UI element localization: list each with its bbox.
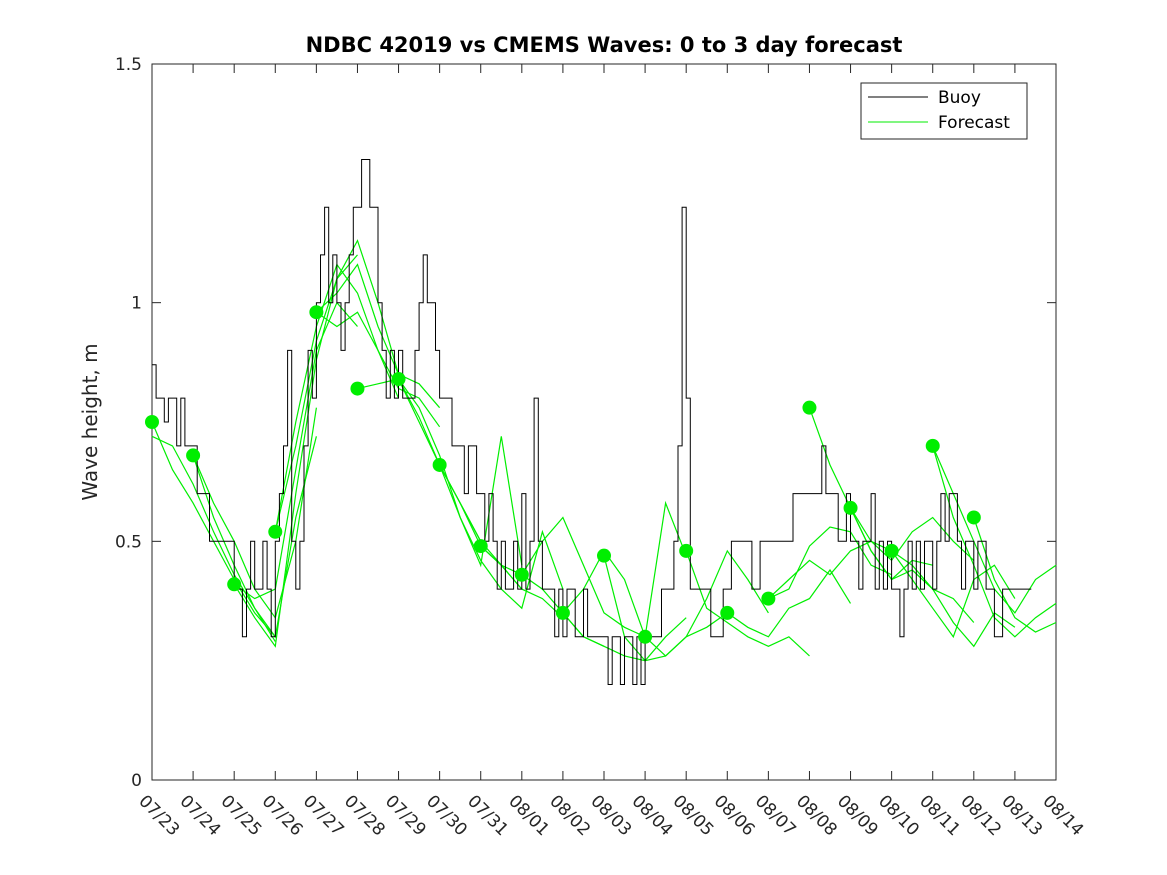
x-tick-label: 07/27 — [299, 791, 348, 840]
legend-forecast-label: Forecast — [938, 113, 1010, 133]
forecast-initial-point — [514, 567, 529, 582]
forecast-line — [644, 549, 769, 657]
x-tick-label: 07/29 — [381, 791, 430, 840]
x-tick-label: 07/28 — [340, 791, 389, 840]
y-tick-label: 1.5 — [115, 55, 142, 75]
plot-area — [151, 63, 1057, 781]
forecast-initial-point — [350, 381, 365, 396]
forecast-initial-point — [186, 448, 201, 463]
x-tick-label: 08/13 — [997, 791, 1046, 840]
forecast-initial-point — [925, 438, 940, 453]
forecast-initial-point — [843, 500, 858, 515]
forecast-initial-point — [391, 372, 406, 387]
forecast-initial-point — [145, 415, 159, 429]
legend-buoy-label: Buoy — [938, 88, 981, 108]
forecast-initial-point — [679, 543, 694, 558]
x-tick-label: 08/04 — [628, 791, 677, 840]
forecast-line — [973, 517, 1057, 633]
forecast-line — [685, 550, 810, 657]
forecast-initial-point — [227, 577, 242, 592]
x-tick-label: 07/26 — [258, 791, 307, 840]
forecast-initial-point — [761, 591, 776, 606]
y-axis-label: Wave height, m — [78, 343, 102, 500]
x-tick-label: 08/08 — [792, 791, 841, 840]
forecast-initial-point — [309, 305, 324, 320]
x-tick-label: 07/31 — [463, 791, 512, 840]
forecast-initial-point — [966, 510, 981, 525]
forecast-initial-point — [432, 457, 447, 472]
forecast-line — [316, 311, 441, 428]
x-tick-label: 07/24 — [176, 791, 225, 840]
y-tick-label: 1 — [131, 294, 142, 314]
forecast-initial-point — [597, 548, 611, 563]
legend: Buoy Forecast — [860, 82, 1028, 140]
y-tick-label: 0 — [131, 771, 142, 791]
x-tick-label: 07/30 — [422, 791, 471, 840]
forecast-initial-point — [884, 543, 899, 558]
forecast-initial-point — [473, 539, 488, 554]
x-tick-label: 08/14 — [1038, 791, 1087, 840]
forecast-line — [768, 526, 892, 600]
x-tick-label: 08/11 — [915, 791, 964, 840]
x-tick-label: 08/06 — [710, 791, 759, 840]
forecast-initial-point — [720, 605, 735, 620]
x-tick-label: 07/23 — [134, 791, 183, 840]
forecast-initial-point — [555, 605, 570, 620]
forecast-initial-points-group — [145, 305, 981, 644]
forecast-initial-point — [638, 629, 653, 644]
x-tick-label: 08/12 — [956, 791, 1005, 840]
legend-box — [860, 82, 1028, 140]
forecast-line — [192, 436, 317, 639]
forecast-initial-point — [268, 524, 283, 539]
y-axis: 0 0.5 1 1.5 — [115, 55, 1056, 791]
x-tick-label: 08/01 — [504, 791, 553, 840]
forecast-line — [726, 568, 852, 638]
x-tick-label: 08/03 — [586, 791, 635, 840]
x-tick-label: 08/10 — [874, 791, 923, 840]
chart-title: NDBC 42019 vs CMEMS Waves: 0 to 3 day fo… — [306, 33, 903, 57]
forecast-initial-point — [802, 400, 817, 415]
x-tick-label: 08/05 — [669, 791, 718, 840]
x-tick-label: 07/25 — [217, 791, 266, 840]
x-tick-label: 08/07 — [751, 791, 800, 840]
x-tick-label: 08/09 — [833, 791, 882, 840]
y-tick-label: 0.5 — [115, 532, 142, 552]
x-tick-label: 08/02 — [545, 791, 594, 840]
